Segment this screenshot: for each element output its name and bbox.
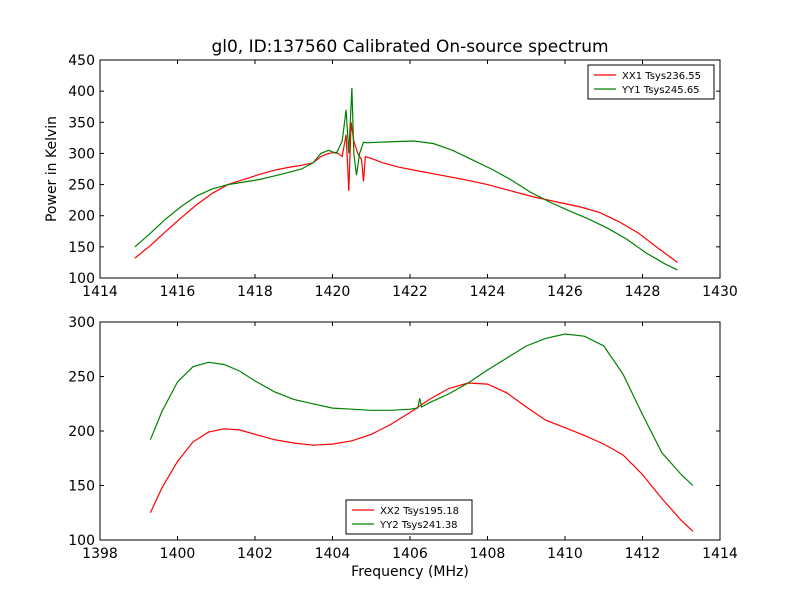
legend-label: XX1 Tsys236.55 xyxy=(622,71,701,82)
y-tick-label: 350 xyxy=(68,115,95,131)
legend: XX2 Tsys195.18 YY2 Tsys241.38 xyxy=(345,499,473,535)
series-line-2 xyxy=(134,87,678,271)
x-tick-label: 1400 xyxy=(160,546,196,562)
legend-box xyxy=(345,499,473,535)
y-axis-title-top: Power in Kelvin xyxy=(44,116,60,222)
x-axis-title: Frequency (MHz) xyxy=(351,564,469,580)
y-tick-label: 150 xyxy=(68,479,95,495)
x-tick-label: 1414 xyxy=(82,284,118,300)
x-tick-label: 1424 xyxy=(470,284,506,300)
x-tick-label: 1416 xyxy=(160,284,196,300)
legend-box xyxy=(587,64,715,100)
x-tick-label: 1414 xyxy=(702,546,738,562)
series-line-2 xyxy=(149,333,694,486)
bottom-spectrum-plot: 1398 1400 1402 1404 1406 1408 1410 1412 1414 100 1… xyxy=(68,315,738,562)
legend-label: YY1 Tsys245.65 xyxy=(621,85,700,96)
x-tick-label: 1430 xyxy=(702,284,738,300)
x-tick-label: 1422 xyxy=(392,284,428,300)
x-tick-label: 1404 xyxy=(315,546,351,562)
legend-label: XX2 Tsys195.18 xyxy=(380,506,459,517)
x-tick-label: 1412 xyxy=(625,546,661,562)
y-tick-label: 250 xyxy=(68,178,95,194)
x-tick-label: 1402 xyxy=(237,546,273,562)
series-line-1 xyxy=(149,382,694,532)
x-tick-label: 1408 xyxy=(470,546,506,562)
x-tick-label: 1420 xyxy=(315,284,351,300)
y-tick-label: 450 xyxy=(68,53,95,69)
y-tick-label: 300 xyxy=(68,315,95,331)
y-tick-label: 200 xyxy=(68,424,95,440)
x-tick-label: 1398 xyxy=(82,546,118,562)
top-spectrum-plot: 1414 1416 1418 1420 1422 1424 1426 1428 1430 100 1… xyxy=(68,53,738,300)
x-tick-label: 1410 xyxy=(547,546,583,562)
y-tick-label: 200 xyxy=(68,209,95,225)
y-tick-label: 250 xyxy=(68,370,95,386)
legend: XX1 Tsys236.55 YY1 Tsys245.65 xyxy=(587,64,715,100)
y-tick-label: 400 xyxy=(68,84,95,100)
x-tick-label: 1428 xyxy=(625,284,661,300)
x-tick-label: 1426 xyxy=(547,284,583,300)
y-tick-label: 100 xyxy=(68,271,95,287)
y-tick-label: 100 xyxy=(68,533,95,549)
y-tick-label: 150 xyxy=(68,240,95,256)
x-tick-label: 1406 xyxy=(392,546,428,562)
legend-label: YY2 Tsys241.38 xyxy=(379,520,458,531)
figure-title: gl0, ID:137560 Calibrated On-source spec… xyxy=(211,37,608,57)
y-tick-label: 300 xyxy=(68,146,95,162)
x-tick-label: 1418 xyxy=(237,284,273,300)
